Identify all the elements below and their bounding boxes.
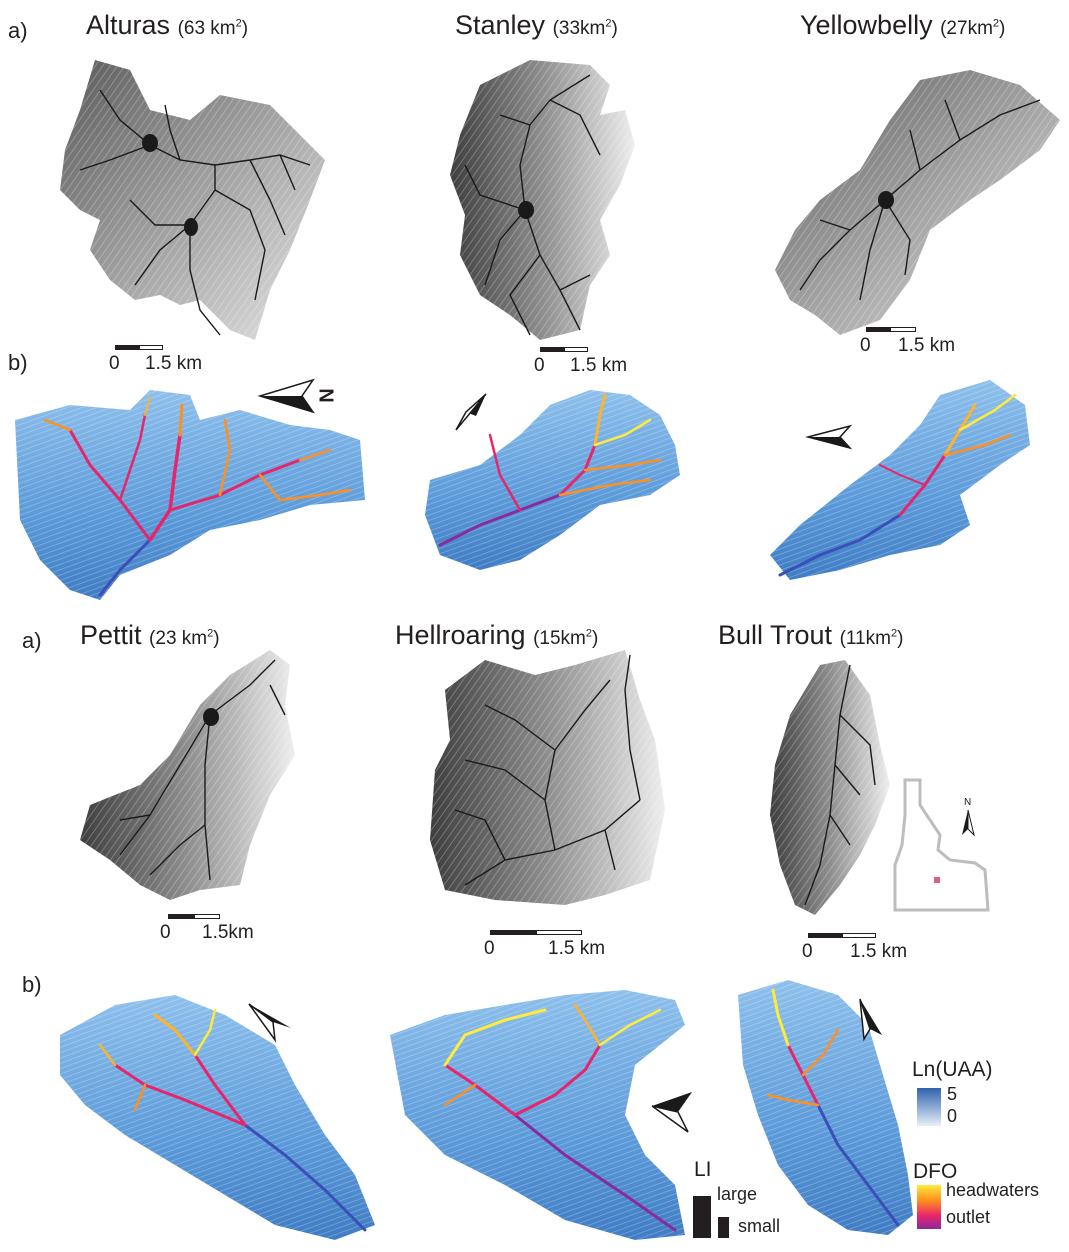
north-arrow-icon: [257, 378, 315, 414]
legend-li-large: large: [717, 1184, 758, 1204]
title-bull-trout: Bull Trout (11km2): [718, 620, 904, 650]
gauge-point-alturas-1: [142, 134, 158, 152]
north-label: N: [314, 388, 337, 403]
panel-label-bottom-b: b): [22, 972, 42, 997]
stream-network-3d-pettit: [60, 995, 375, 1240]
hillshade-map-pettit: [80, 650, 295, 900]
panel-label-top-b: b): [8, 350, 28, 375]
panel-label-bottom-a: a): [22, 628, 42, 653]
hillshade-map-alturas: [60, 60, 325, 340]
hillshade-map-bull-trout: [770, 660, 890, 915]
gauge-point-alturas-2: [184, 218, 198, 236]
legend-li-title: LI: [694, 1158, 712, 1181]
stream-network-3d-hellroaring: [390, 990, 685, 1240]
title-pettit: Pettit (23 km2): [80, 620, 220, 650]
svg-text:N: N: [964, 797, 971, 808]
north-arrow-icon: [859, 998, 882, 1042]
legend-uaa-title: Ln(UAA): [912, 1058, 993, 1081]
title-alturas: Alturas (63 km2): [86, 10, 249, 40]
title-stanley: Stanley (33km2): [455, 10, 618, 40]
idaho-locator-inset: N: [893, 778, 990, 912]
stream-network-3d-alturas: [15, 390, 365, 600]
north-arrow-icon: [248, 1003, 291, 1043]
stream-network-3d-bull-trout: [738, 980, 913, 1235]
gauge-point-yellowbelly: [878, 191, 894, 209]
legend-dfo-title: DFO: [913, 1160, 958, 1183]
legend-li-small: small: [738, 1216, 781, 1236]
legend-li-small-bar: [718, 1217, 729, 1238]
legend-dfo-colorbar: [917, 1185, 941, 1229]
title-yellowbelly: Yellowbelly (27km2): [800, 10, 1006, 40]
legend-uaa-colorbar: [917, 1088, 941, 1126]
hillshade-map-yellowbelly: [775, 70, 1060, 335]
hillshade-map-stanley: [450, 60, 635, 340]
gauge-point-stanley: [518, 201, 534, 219]
legend-li-large-bar: [693, 1196, 711, 1238]
north-arrow-icon: [805, 424, 853, 450]
hillshade-map-hellroaring: [430, 650, 665, 905]
panel-label-top-a: a): [8, 18, 28, 43]
study-site-marker: [934, 877, 940, 883]
north-arrow-icon: [455, 393, 487, 431]
title-hellroaring: Hellroaring (15km2): [395, 620, 599, 650]
legend-dfo-high: headwaters: [946, 1180, 1040, 1200]
stream-network-3d-yellowbelly: [770, 380, 1030, 580]
legend-dfo-low: outlet: [946, 1207, 991, 1227]
legend-uaa-max: 5: [947, 1084, 958, 1104]
legend-uaa-min: 0: [947, 1106, 958, 1126]
north-arrow-icon: [651, 1092, 692, 1133]
stream-network-3d-stanley: [425, 390, 680, 570]
gauge-point-pettit: [203, 708, 219, 726]
